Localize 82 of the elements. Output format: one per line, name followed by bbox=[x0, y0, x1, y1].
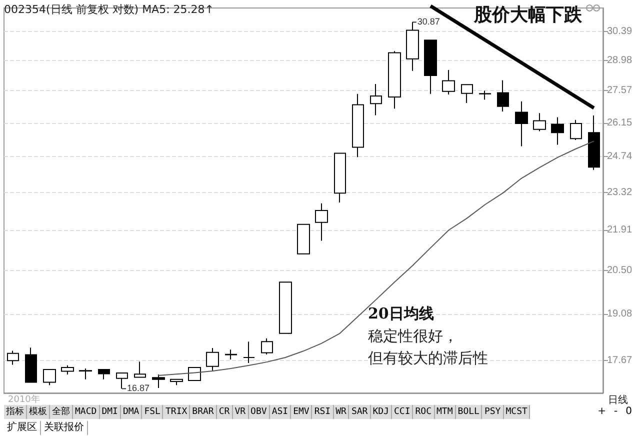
text: - bbox=[613, 405, 619, 419]
candlestick bbox=[406, 22, 419, 72]
candlestick bbox=[25, 347, 37, 383]
text: DMI bbox=[100, 405, 121, 419]
text: MCST bbox=[504, 405, 530, 419]
candlestick bbox=[442, 69, 455, 95]
candlestick bbox=[98, 369, 110, 380]
text: 模板 bbox=[27, 405, 50, 419]
text: 扩展区 bbox=[4, 421, 41, 435]
y-tick-label: 17.67 bbox=[607, 355, 632, 366]
y-tick-label: 19.08 bbox=[607, 308, 632, 320]
text: RSI bbox=[312, 405, 334, 419]
text: 指标 bbox=[4, 405, 27, 419]
annotation: 30.87 bbox=[417, 16, 440, 27]
candlestick bbox=[134, 361, 146, 378]
text: BOLL bbox=[456, 405, 482, 419]
text: 全部 bbox=[50, 405, 73, 419]
candlestick bbox=[116, 372, 128, 390]
text: VR bbox=[232, 405, 249, 419]
candlestick bbox=[188, 366, 201, 381]
candlestick bbox=[206, 348, 219, 372]
y-tick-label: 28.98 bbox=[607, 54, 632, 66]
text: EMV bbox=[291, 405, 312, 419]
text: WR bbox=[334, 405, 350, 419]
candlestick bbox=[79, 368, 92, 380]
text: 0 bbox=[624, 405, 633, 419]
line-series bbox=[158, 140, 594, 376]
y-tick-label: 21.91 bbox=[607, 224, 632, 236]
candlestick bbox=[279, 282, 292, 334]
candlestick bbox=[388, 50, 401, 110]
candlestick bbox=[261, 338, 273, 355]
candlestick bbox=[461, 84, 473, 104]
candlestick bbox=[334, 152, 346, 204]
candlestick bbox=[297, 224, 310, 254]
y-tick-label: 26.15 bbox=[607, 117, 632, 128]
candlestick bbox=[533, 112, 546, 132]
text: 2010年 bbox=[8, 394, 40, 406]
text: OBV bbox=[248, 405, 270, 419]
candlestick bbox=[570, 119, 582, 140]
series-label: 20日均线 bbox=[368, 304, 434, 322]
text: ASI bbox=[270, 405, 292, 419]
text: DMA bbox=[120, 405, 142, 419]
candlestick bbox=[43, 369, 56, 386]
candlestick bbox=[588, 114, 600, 170]
annotation: 稳定性很好， bbox=[368, 328, 458, 345]
y-tick-label: 23.32 bbox=[607, 186, 632, 198]
text: KDJ bbox=[370, 405, 392, 419]
candlestick bbox=[7, 350, 19, 366]
y-tick-label: 27.57 bbox=[607, 85, 632, 96]
text: ROC bbox=[413, 405, 435, 419]
text: 关联报价 bbox=[41, 421, 88, 435]
candlestick bbox=[352, 93, 364, 158]
annotation: 16.87 bbox=[126, 383, 150, 394]
candlestick bbox=[515, 100, 528, 147]
text: CCI bbox=[392, 405, 414, 419]
text: MACD bbox=[73, 405, 100, 419]
y-tick-label: 30.39 bbox=[607, 26, 632, 38]
candlestick bbox=[225, 349, 237, 360]
annotation: 但有较大的滞后性 bbox=[368, 350, 488, 367]
text: 日线 bbox=[608, 394, 628, 406]
candlestick bbox=[152, 374, 165, 388]
candlestick bbox=[170, 378, 183, 386]
text: SAR bbox=[349, 405, 371, 419]
y-tick-label: 24.74 bbox=[607, 150, 632, 162]
candlestick bbox=[243, 341, 255, 364]
candlestick bbox=[315, 202, 328, 242]
candlestick bbox=[370, 83, 382, 116]
candlestick bbox=[551, 116, 564, 146]
candlestick bbox=[497, 80, 509, 112]
candlestick bbox=[61, 364, 74, 375]
chart-title: 002354(日线 前复权 对数) MA5: 25.28↑ bbox=[4, 2, 214, 17]
text: CR bbox=[216, 405, 233, 419]
text: TRIX bbox=[163, 405, 190, 419]
text: PSY bbox=[482, 405, 504, 419]
annotation: 股价大幅下跌 bbox=[473, 4, 583, 26]
text: FSL bbox=[142, 405, 164, 419]
text: + bbox=[596, 405, 608, 419]
text: BRAR bbox=[190, 405, 217, 419]
candlestick bbox=[479, 90, 491, 100]
candlestick bbox=[424, 40, 437, 94]
text: MTM bbox=[434, 405, 456, 419]
y-tick-label: 20.50 bbox=[607, 264, 632, 276]
